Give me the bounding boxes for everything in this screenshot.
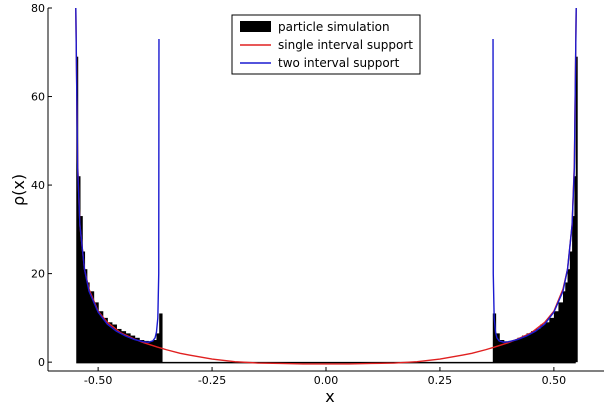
histogram-bar — [159, 313, 163, 363]
ticks: -0.50 -0.25 0.00 0.25 0.50 0 20 40 60 80 — [31, 2, 566, 387]
histogram-bar — [89, 291, 95, 363]
series-line-two-interval — [492, 7, 577, 343]
histogram-bar — [107, 322, 113, 363]
x-tick-label: 0.50 — [542, 374, 567, 387]
y-tick-label: 80 — [31, 2, 45, 15]
histogram-bar — [562, 291, 566, 363]
x-tick-label: 0.25 — [428, 374, 453, 387]
histogram-bar — [82, 251, 86, 363]
histogram-bar — [544, 322, 550, 363]
x-tick-label: -0.50 — [84, 374, 112, 387]
histogram-bar — [572, 216, 575, 363]
histogram-bar — [558, 302, 564, 363]
histogram-bar — [565, 282, 569, 363]
histogram-bar — [540, 324, 546, 363]
histogram-bar — [148, 341, 154, 363]
legend-label-two-interval: two interval support — [278, 56, 400, 70]
histogram-bar — [79, 216, 83, 363]
histogram-bar — [569, 251, 573, 363]
histogram-bar — [495, 333, 500, 363]
y-tick-label: 60 — [31, 91, 45, 104]
histogram-bar — [152, 340, 158, 363]
histogram-bar — [139, 340, 145, 363]
histogram-bar — [98, 311, 104, 363]
histogram-bar — [508, 340, 514, 363]
histogram-bar — [120, 331, 127, 363]
y-tick-label: 40 — [31, 179, 45, 192]
x-tick-label: 0.00 — [314, 374, 339, 387]
legend-label-particle-simulation: particle simulation — [278, 20, 390, 34]
histogram-bars — [76, 56, 578, 364]
legend: particle simulation single interval supp… — [231, 14, 421, 75]
histogram-bar — [143, 340, 149, 363]
histogram-bar — [134, 337, 140, 363]
histogram-bar — [531, 331, 537, 363]
histogram-bar — [549, 317, 555, 363]
histogram-bar — [503, 341, 509, 363]
histogram-bar — [116, 328, 122, 363]
histogram-bar — [77, 176, 81, 363]
histogram-bar — [512, 340, 519, 363]
histogram-bar — [553, 311, 560, 363]
series-line-single-interval — [75, 7, 577, 365]
plot-area — [75, 7, 578, 365]
legend-swatch-particle-simulation — [240, 21, 271, 32]
histogram-bar — [575, 56, 578, 363]
histogram-bar — [574, 176, 577, 363]
histogram-bar — [84, 269, 88, 363]
y-axis-label: ρ(x) — [9, 174, 28, 206]
histogram-bar — [93, 302, 99, 363]
histogram-bar — [125, 333, 131, 363]
histogram-bar — [130, 335, 136, 363]
histogram-bar — [102, 317, 108, 363]
histogram-bar — [492, 313, 497, 363]
histogram-bar — [521, 335, 528, 363]
x-tick-label: -0.25 — [198, 374, 226, 387]
histogram-bar — [111, 324, 117, 363]
y-tick-label: 0 — [38, 356, 45, 369]
histogram-bar — [517, 337, 523, 363]
series-line-two-interval — [75, 7, 160, 343]
x-axis-label: x — [325, 387, 334, 406]
histogram-bar — [535, 328, 541, 363]
y-tick-label: 20 — [31, 268, 45, 281]
histogram-bar — [567, 269, 571, 363]
series-lines — [75, 7, 577, 365]
legend-label-single-interval: single interval support — [278, 38, 413, 52]
histogram-bar — [499, 340, 505, 363]
histogram-bar — [76, 56, 79, 363]
histogram-bar — [86, 282, 90, 363]
histogram-bar — [526, 333, 532, 363]
